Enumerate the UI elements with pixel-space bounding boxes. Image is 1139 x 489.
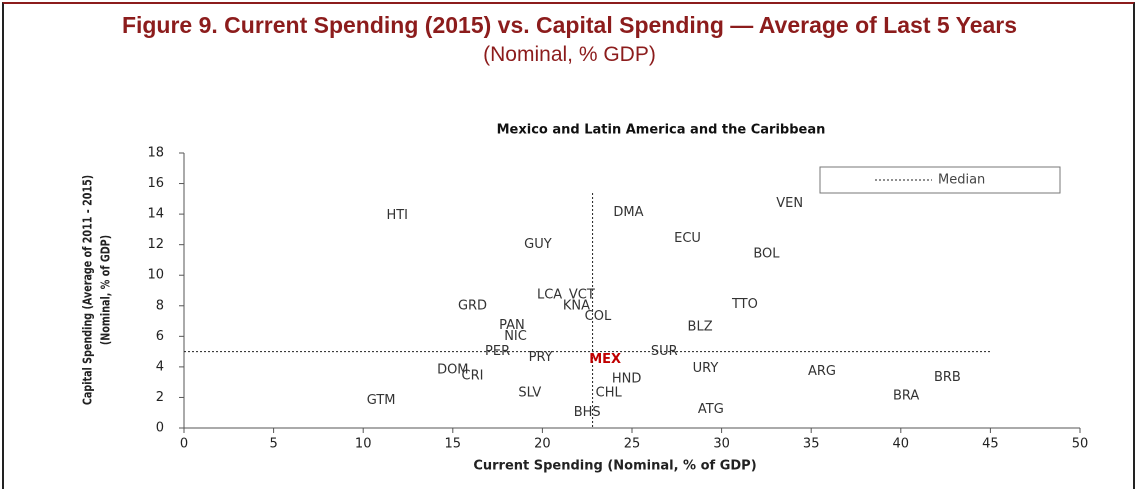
point-label: PRY [529, 350, 553, 365]
x-tick-label: 15 [445, 437, 462, 452]
y-tick-label: 18 [147, 146, 164, 161]
y-tick-label: 4 [156, 359, 164, 374]
point-label: TTO [731, 297, 758, 312]
y-tick-label: 14 [147, 207, 164, 222]
point-label: ATG [698, 402, 724, 417]
chart-title: Mexico and Latin America and the Caribbe… [497, 123, 826, 138]
x-tick-label: 50 [1072, 437, 1089, 452]
point-label: NIC [504, 329, 527, 344]
x-tick-label: 25 [624, 437, 641, 452]
point-label: BHS [574, 405, 601, 420]
point-label: CHL [596, 385, 623, 400]
y-tick-label: 8 [156, 298, 164, 313]
y-axis-label-line: (Nominal, % of GDP) [98, 235, 112, 345]
y-tick-label: 6 [156, 329, 164, 344]
point-label: DOM [437, 362, 468, 377]
figure-title: Figure 9. Current Spending (2015) vs. Ca… [121, 12, 1018, 38]
header: Figure 9. Current Spending (2015) vs. Ca… [0, 12, 1139, 67]
point-label: VCT [569, 288, 595, 303]
point-label: SLV [518, 385, 541, 400]
point-label: CRI [462, 369, 484, 384]
x-tick-label: 35 [803, 437, 820, 452]
point-label: GRD [458, 298, 487, 313]
point-label: ARG [808, 364, 836, 379]
point-label: URY [693, 361, 719, 376]
x-tick-label: 45 [982, 437, 999, 452]
point-label: ECU [674, 231, 701, 246]
x-tick-label: 10 [355, 437, 372, 452]
point-label: BRA [893, 388, 919, 403]
legend-label: Median [938, 173, 985, 188]
point-label: PER [485, 344, 510, 359]
point-label: COL [585, 309, 612, 324]
point-label: HTI [386, 208, 408, 223]
point-label: LCA [537, 288, 562, 303]
x-tick-label: 40 [893, 437, 910, 452]
x-tick-label: 0 [180, 437, 188, 452]
point-label: VEN [776, 196, 803, 211]
x-axis-label: Current Spending (Nominal, % of GDP) [473, 459, 756, 474]
legend-box [819, 166, 1061, 194]
y-axis-label-line: Capital Spending (Average of 2011 - 2015… [80, 175, 94, 405]
y-tick-label: 16 [147, 176, 164, 191]
figure-subtitle: (Nominal, % GDP) [483, 43, 656, 66]
x-tick-label: 5 [269, 437, 277, 452]
y-axis-label: Capital Spending (Average of 2011 - 2015… [80, 175, 112, 405]
point-label: GTM [367, 393, 396, 408]
point-label: BRB [934, 370, 961, 385]
point-label: BLZ [688, 320, 713, 335]
y-tick-label: 0 [156, 421, 164, 436]
y-tick-label: 12 [147, 237, 164, 252]
point-label: HND [612, 372, 642, 387]
point-label: MEX [589, 352, 621, 367]
point-label: SUR [651, 344, 678, 359]
point-label: GUY [524, 237, 552, 252]
point-label: DMA [613, 205, 643, 220]
y-tick-label: 2 [156, 390, 164, 405]
point-label: KNA [563, 298, 590, 313]
x-tick-label: 20 [534, 437, 551, 452]
point-label: PAN [499, 318, 525, 333]
y-tick-label: 10 [147, 268, 164, 283]
point-label: BOL [753, 246, 780, 261]
x-tick-label: 30 [713, 437, 730, 452]
